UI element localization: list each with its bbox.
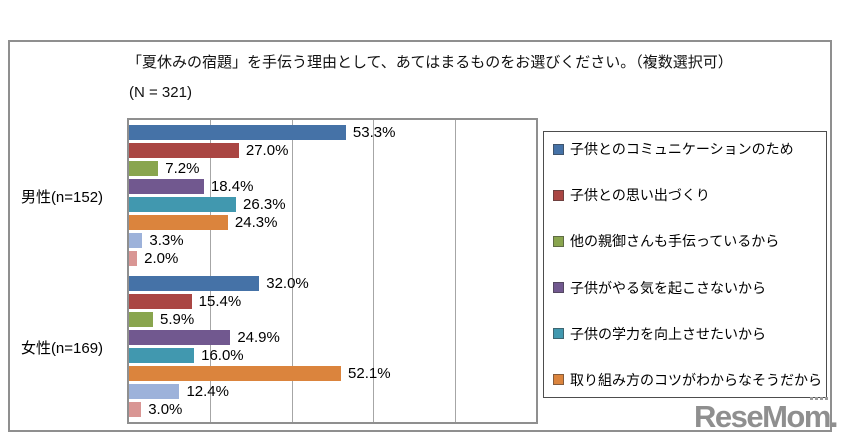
bar-row: 3.0%: [129, 402, 536, 417]
bar-series-2: [129, 143, 239, 158]
legend-swatch: [553, 374, 564, 386]
legend-swatch: [553, 143, 564, 155]
bar-row: 5.9%: [129, 312, 536, 327]
bar-row: 12.4%: [129, 384, 536, 399]
legend-label: 子供とのコミュニケーションのため: [570, 141, 794, 157]
bar-series-7: [129, 233, 143, 248]
legend-item-3: 他の親御さんも手伝っているから: [553, 231, 822, 251]
bar-group-female: 32.0% 15.4% 5.9% 24.9% 16.0% 52.1% 12.4% 3.0%: [129, 271, 536, 422]
bar-value-label: 15.4%: [198, 293, 242, 310]
bar-series-5: [129, 197, 237, 212]
bar-series-4: [129, 330, 231, 345]
bar-value-label: 27.0%: [245, 142, 289, 159]
legend-label: 子供がやる気を起こさないから: [570, 279, 766, 296]
legend: 子供とのコミュニケーションのため 子供との思い出づくり他の親御さんも手伝っているか…: [543, 131, 827, 398]
bar-row: 26.3%: [129, 197, 536, 212]
bar-series-6: [129, 366, 342, 381]
bar-group-male: 53.3% 27.0% 7.2% 18.4% 26.3% 24.3% 3.3% 2.0%: [129, 120, 536, 271]
watermark-text: ReseMom.: [693, 399, 839, 434]
bar-row: 32.0%: [129, 276, 536, 291]
bar-series-8: [129, 251, 138, 266]
gridline-40pct: [291, 120, 293, 422]
bar-series-2: [129, 294, 192, 309]
legend-item-6: 取り組み方のコツがわからなそうだから: [553, 370, 822, 390]
plot-area: 53.3% 27.0% 7.2% 18.4% 26.3% 24.3% 3.3% 2.0% 32.…: [127, 118, 538, 424]
gridline-60pct: [373, 120, 375, 422]
bar-value-label: 16.0%: [201, 347, 244, 364]
bar-series-4: [129, 179, 204, 194]
bar-row: 3.3%: [129, 233, 536, 248]
legend-label: 子供の学力を向上させたいから: [570, 325, 766, 342]
bar-row: 18.4%: [129, 179, 536, 194]
bar-series-6: [129, 215, 228, 230]
bar-value-label: 24.9%: [237, 329, 280, 346]
watermark-logo: ReseMom.: [693, 394, 839, 434]
bar-series-1: [129, 125, 346, 140]
bar-row: 53.3%: [129, 125, 536, 140]
legend-item-4: 子供がやる気を起こさないから: [553, 278, 822, 298]
chart-subtitle: (N = 321): [129, 84, 192, 101]
bar-series-3: [129, 161, 159, 176]
gridline-80pct: [454, 120, 456, 422]
legend-item-1: 子供とのコミュニケーションのため: [553, 139, 822, 159]
bar-value-label: 2.0%: [144, 250, 179, 267]
gridline-20pct: [210, 120, 212, 422]
bar-series-7: [129, 384, 180, 399]
chart-title: 「夏休みの宿題」を手伝う理由として、あてはまるものをお選びください。（複数選択可…: [127, 54, 733, 71]
bar-value-label: 3.0%: [148, 401, 183, 418]
bar-row: 24.9%: [129, 330, 536, 345]
legend-item-2: 子供との思い出づくり: [553, 185, 822, 205]
bar-value-label: 7.2%: [165, 160, 200, 177]
category-label-male: 男性(n=152): [20, 189, 104, 206]
bar-value-label: 24.3%: [234, 214, 278, 231]
bar-value-label: 52.1%: [348, 365, 391, 382]
legend-swatch: [553, 235, 564, 247]
legend-item-5: 子供の学力を向上させたいから: [553, 324, 822, 344]
bar-row: 16.0%: [129, 348, 536, 363]
bar-value-label: 32.0%: [266, 275, 309, 292]
bar-value-label: 3.3%: [149, 232, 184, 249]
legend-swatch: [553, 328, 564, 340]
bar-value-label: 18.4%: [210, 178, 254, 195]
legend-swatch: [553, 282, 564, 294]
legend-label: 子供との思い出づくり: [570, 187, 710, 204]
bar-row: 24.3%: [129, 215, 536, 230]
watermark-dots: [810, 397, 813, 400]
category-label-female: 女性(n=169): [20, 340, 104, 357]
bar-row: 27.0%: [129, 143, 536, 158]
bar-series-1: [129, 276, 260, 291]
bar-series-5: [129, 348, 195, 363]
bar-series-3: [129, 312, 153, 327]
bar-value-label: 26.3%: [243, 196, 286, 213]
bar-row: 52.1%: [129, 366, 536, 381]
legend-label: 取り組み方のコツがわからなそうだから: [570, 371, 822, 388]
bar-value-label: 5.9%: [160, 311, 195, 328]
bar-value-label: 12.4%: [186, 383, 229, 400]
bar-row: 7.2%: [129, 161, 536, 176]
bar-row: 15.4%: [129, 294, 536, 309]
legend-swatch: [553, 189, 564, 201]
bar-row: 2.0%: [129, 251, 536, 266]
bar-series-8: [129, 402, 142, 417]
legend-label: 他の親御さんも手伝っているから: [570, 233, 780, 250]
bar-value-label: 53.3%: [352, 124, 396, 141]
